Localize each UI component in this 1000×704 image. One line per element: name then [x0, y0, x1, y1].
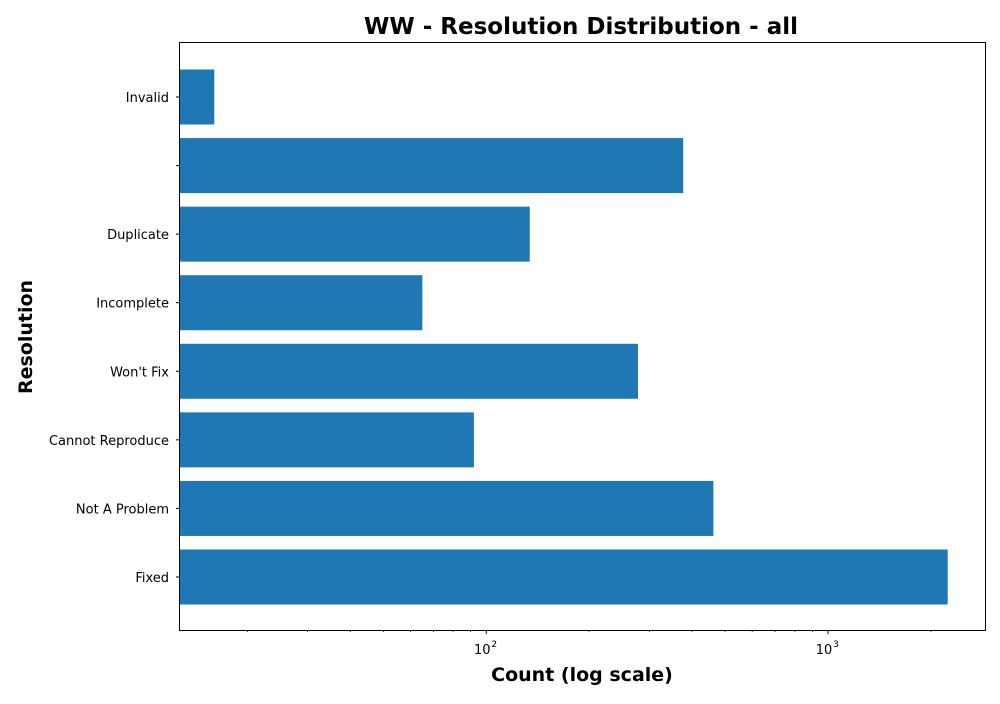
bar [180, 480, 714, 536]
y-tick-label: Fixed [135, 571, 169, 586]
y-tick-label: Incomplete [96, 297, 169, 312]
y-tick-label: Won't Fix [110, 365, 169, 380]
x-tick-exponent: 2 [491, 640, 497, 650]
y-tick-label: Not A Problem [76, 502, 169, 517]
x-axis-label: Count (log scale) [491, 664, 673, 686]
bar [180, 412, 474, 468]
y-axis-label: Resolution [15, 280, 37, 394]
chart-title: WW - Resolution Distribution - all [364, 14, 798, 40]
y-axis-ticks: Fixed Not A Problem Cannot Reproduce Won't … [49, 91, 180, 586]
bar [180, 343, 639, 399]
bar [180, 138, 684, 194]
plot-frame [179, 42, 986, 631]
bar [180, 549, 948, 605]
x-tick-label: 10 [474, 643, 491, 658]
bar [180, 206, 530, 262]
x-axis-ticks: 10 2 10 3 [247, 630, 932, 658]
bar [180, 275, 423, 331]
y-tick-label: Invalid [126, 91, 169, 106]
x-tick-exponent: 3 [833, 640, 839, 650]
x-tick-label: 10 [816, 643, 833, 658]
y-tick-label: Cannot Reproduce [49, 434, 169, 449]
bar [180, 69, 215, 125]
y-tick-label: Duplicate [107, 228, 169, 243]
bars-group [180, 69, 948, 605]
